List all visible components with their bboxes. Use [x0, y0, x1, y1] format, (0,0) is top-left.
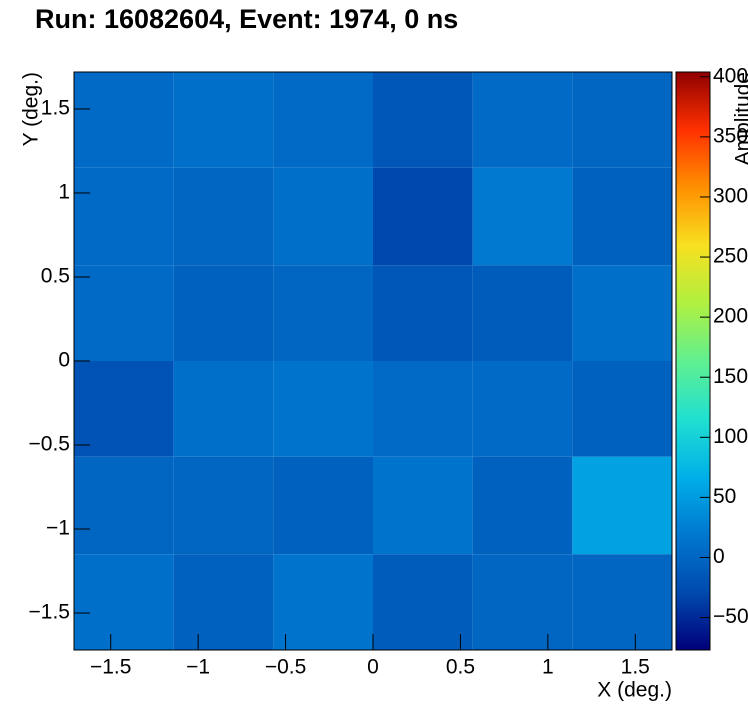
x-axis-title: X (deg.) — [597, 679, 672, 702]
heat-cell — [572, 554, 672, 650]
heat-cell — [173, 554, 274, 650]
x-tick-label: −0.5 — [265, 656, 306, 679]
heat-cell — [373, 265, 473, 361]
heat-cell — [572, 72, 672, 168]
heat-cell — [173, 72, 274, 168]
x-tick-label: −1 — [186, 656, 210, 679]
heat-cell — [572, 361, 672, 457]
heat-cell — [373, 456, 473, 555]
chart-title: Run: 16082604, Event: 1974, 0 ns — [35, 4, 458, 34]
x-tick-label: 1 — [542, 656, 554, 679]
heat-cell — [273, 456, 373, 555]
heat-cell — [273, 361, 373, 457]
heat-cell — [472, 265, 573, 361]
heat-cell — [472, 167, 573, 266]
heat-cell — [572, 265, 672, 361]
z-axis-title: Amplitude — [732, 72, 748, 165]
z-tick-label: 50 — [713, 485, 736, 508]
y-tick-label: −1 — [46, 517, 70, 540]
heat-cell — [472, 554, 573, 650]
z-tick-label: 400 — [713, 64, 748, 87]
heat-cell — [74, 361, 174, 457]
heat-cell — [273, 167, 373, 266]
x-tick-label: 0.5 — [446, 656, 475, 679]
heat-cell — [472, 361, 573, 457]
heat-cell — [373, 361, 473, 457]
heat-cell — [74, 72, 174, 168]
heat-cell — [173, 456, 274, 555]
z-tick-label: 250 — [713, 245, 748, 268]
x-tick-label: −1.5 — [90, 656, 131, 679]
heat-cell — [74, 167, 174, 266]
heat-cell — [373, 72, 473, 168]
z-tick-label: 0 — [713, 545, 725, 568]
y-tick-label: −1.5 — [29, 601, 70, 624]
z-tick-label: −50 — [713, 605, 748, 628]
y-tick-label: −0.5 — [29, 433, 70, 456]
heat-cell — [373, 167, 473, 266]
x-tick-label: 1.5 — [621, 656, 650, 679]
heat-cell — [373, 554, 473, 650]
heat-cell — [572, 456, 672, 555]
z-tick-label: 150 — [713, 365, 748, 388]
y-axis-title: Y (deg.) — [20, 72, 43, 146]
x-tick-label: 0 — [367, 656, 379, 679]
color-scale — [675, 71, 711, 651]
z-tick-label: 300 — [713, 185, 748, 208]
y-tick-label: 0 — [58, 349, 70, 372]
heat-cell — [173, 361, 274, 457]
heat-cell — [74, 265, 174, 361]
heat-cell — [74, 456, 174, 555]
heat-cell — [74, 554, 174, 650]
y-tick-label: 0.5 — [41, 265, 70, 288]
heat-cell — [472, 72, 573, 168]
heat-cell — [273, 554, 373, 650]
y-tick-label: 1 — [58, 181, 70, 204]
heat-cell — [273, 72, 373, 168]
z-tick-label: 100 — [713, 425, 748, 448]
heat-cell — [173, 265, 274, 361]
z-tick-label: 350 — [713, 124, 748, 147]
heat-cell — [173, 167, 274, 266]
heat-cell — [273, 265, 373, 361]
z-tick-label: 200 — [713, 305, 748, 328]
heat-cell — [572, 167, 672, 266]
heat-cell — [472, 456, 573, 555]
y-tick-label: 1.5 — [41, 97, 70, 120]
